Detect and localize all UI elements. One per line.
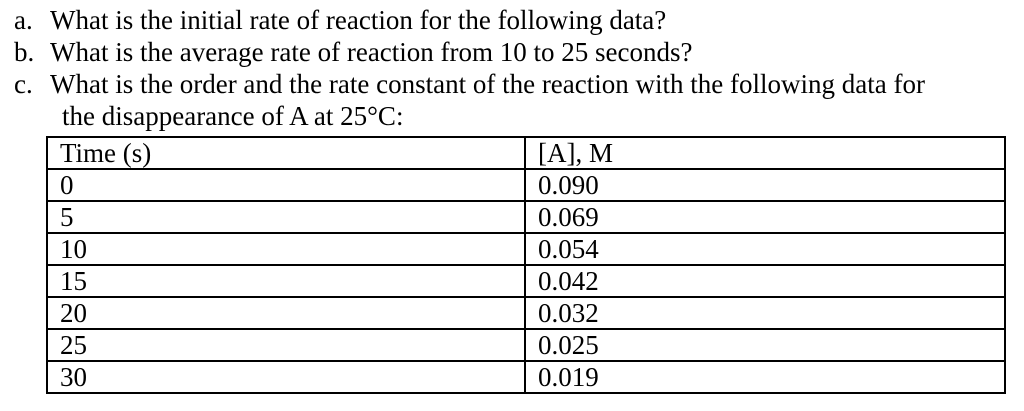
table-row: 10 0.054 [46, 232, 1006, 266]
table-row: 5 0.069 [46, 200, 1006, 234]
time-cell: 15 [46, 264, 526, 298]
question-letter: c. [14, 69, 33, 99]
table-header-row: Time (s) [A], M [46, 136, 1006, 170]
question-c-continuation: the disappearance of A at 25°C: [62, 101, 404, 131]
question-text: What is the average rate of reaction fro… [50, 37, 693, 67]
concentration-cell: 0.054 [524, 232, 1006, 266]
time-cell: 10 [46, 232, 526, 266]
question-text: What is the initial rate of reaction for… [50, 5, 667, 35]
table-row: 15 0.042 [46, 264, 1006, 298]
concentration-cell: 0.032 [524, 296, 1006, 330]
table-row: 20 0.032 [46, 296, 1006, 330]
question-letter: a. [14, 5, 33, 35]
concentration-cell: 0.069 [524, 200, 1006, 234]
time-cell: 25 [46, 328, 526, 362]
question-text: What is the order and the rate constant … [50, 69, 925, 99]
question-c: c. What is the order and the rate consta… [14, 68, 1014, 100]
concentration-cell: 0.042 [524, 264, 1006, 298]
question-list: a. What is the initial rate of reaction … [14, 4, 1014, 132]
time-cell: 20 [46, 296, 526, 330]
table-row: 30 0.019 [46, 360, 1006, 394]
header-concentration: [A], M [524, 136, 1006, 170]
question-letter: b. [14, 37, 35, 67]
data-table: Time (s) [A], M 0 0.090 5 0.069 10 0.054… [46, 136, 1006, 394]
concentration-cell: 0.019 [524, 360, 1006, 394]
time-cell: 5 [46, 200, 526, 234]
header-time: Time (s) [46, 136, 526, 170]
time-cell: 30 [46, 360, 526, 394]
question-b: b. What is the average rate of reaction … [14, 36, 1014, 68]
concentration-cell: 0.025 [524, 328, 1006, 362]
time-cell: 0 [46, 168, 526, 202]
concentration-cell: 0.090 [524, 168, 1006, 202]
question-a: a. What is the initial rate of reaction … [14, 4, 1014, 36]
table-row: 0 0.090 [46, 168, 1006, 202]
table-row: 25 0.025 [46, 328, 1006, 362]
